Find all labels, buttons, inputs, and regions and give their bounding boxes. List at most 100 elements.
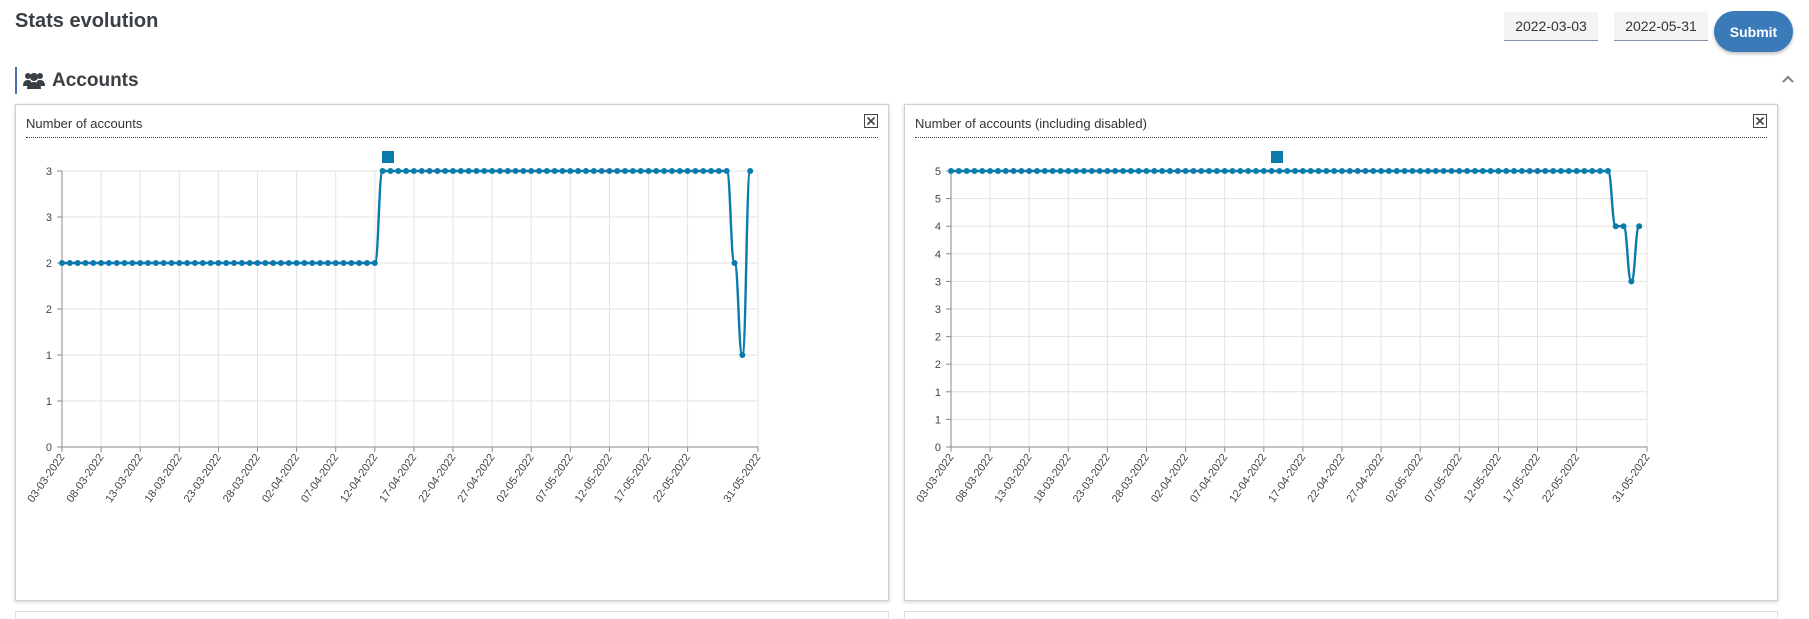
data-point[interactable] [481,168,488,174]
data-point[interactable] [971,168,978,174]
data-point[interactable] [395,168,402,174]
data-point[interactable] [614,168,621,174]
data-point[interactable] [277,260,284,266]
data-point[interactable] [1276,168,1283,174]
data-point[interactable] [1127,168,1134,174]
data-point[interactable] [1292,168,1299,174]
data-point[interactable] [1159,168,1166,174]
data-point[interactable] [223,260,230,266]
data-point[interactable] [598,168,605,174]
data-point[interactable] [1346,168,1353,174]
data-point[interactable] [528,168,535,174]
data-point[interactable] [1425,168,1432,174]
data-point[interactable] [668,168,675,174]
data-point[interactable] [1487,168,1494,174]
data-point[interactable] [1557,168,1564,174]
data-point[interactable] [715,168,722,174]
data-point[interactable] [1213,168,1220,174]
data-point[interactable] [1041,168,1048,174]
data-point[interactable] [1245,168,1252,174]
data-point[interactable] [559,168,566,174]
data-point[interactable] [74,260,81,266]
data-point[interactable] [1182,168,1189,174]
data-point[interactable] [1573,168,1580,174]
data-point[interactable] [1518,168,1525,174]
data-point[interactable] [1401,168,1408,174]
data-point[interactable] [1174,168,1181,174]
data-point[interactable] [1581,168,1588,174]
data-point[interactable] [457,168,464,174]
data-point[interactable] [1456,168,1463,174]
submit-button[interactable]: Submit [1714,11,1793,52]
data-point[interactable] [473,168,480,174]
data-point[interactable] [121,260,128,266]
data-point[interactable] [1479,168,1486,174]
data-point[interactable] [1448,168,1455,174]
data-point[interactable] [363,260,370,266]
data-point[interactable] [1495,168,1502,174]
data-point[interactable] [1604,168,1611,174]
data-point[interactable] [1284,168,1291,174]
data-point[interactable] [708,168,715,174]
data-point[interactable] [1096,168,1103,174]
data-point[interactable] [418,168,425,174]
data-point[interactable] [371,260,378,266]
data-point[interactable] [1237,168,1244,174]
data-point[interactable] [1252,168,1259,174]
data-point[interactable] [1409,168,1416,174]
data-point[interactable] [1432,168,1439,174]
data-point[interactable] [1143,168,1150,174]
data-point[interactable] [317,260,324,266]
data-point[interactable] [1229,168,1236,174]
data-point[interactable] [1534,168,1541,174]
data-point[interactable] [379,168,386,174]
data-point[interactable] [1307,168,1314,174]
data-point[interactable] [489,168,496,174]
chevron-up-icon[interactable] [1781,73,1795,85]
accounts-section-header[interactable]: Accounts [15,67,1795,94]
data-point[interactable] [692,168,699,174]
data-point[interactable] [1354,168,1361,174]
data-point[interactable] [1323,168,1330,174]
data-point[interactable] [1088,168,1095,174]
data-point[interactable] [450,168,457,174]
data-point[interactable] [1362,168,1369,174]
data-point[interactable] [1550,168,1557,174]
data-point[interactable] [622,168,629,174]
close-icon[interactable] [864,114,878,128]
data-point[interactable] [582,168,589,174]
data-point[interactable] [994,168,1001,174]
data-point[interactable] [496,168,503,174]
data-point[interactable] [184,260,191,266]
data-point[interactable] [1018,168,1025,174]
data-point[interactable] [176,260,183,266]
data-point[interactable] [199,260,206,266]
data-point[interactable] [1135,168,1142,174]
data-point[interactable] [1151,168,1158,174]
data-point[interactable] [637,168,644,174]
data-point[interactable] [1065,168,1072,174]
data-point[interactable] [700,168,707,174]
data-point[interactable] [324,260,331,266]
data-point[interactable] [145,260,152,266]
data-point[interactable] [309,260,316,266]
data-point[interactable] [955,168,962,174]
data-point[interactable] [434,168,441,174]
data-point[interactable] [1511,168,1518,174]
start-date-input[interactable] [1504,12,1598,41]
data-point[interactable] [160,260,167,266]
data-point[interactable] [113,260,120,266]
data-point[interactable] [1034,168,1041,174]
data-point[interactable] [1221,168,1228,174]
data-point[interactable] [520,168,527,174]
legend-marker[interactable] [382,151,394,163]
data-point[interactable] [1190,168,1197,174]
data-point[interactable] [246,260,253,266]
data-point[interactable] [1080,168,1087,174]
data-point[interactable] [1120,168,1127,174]
data-point[interactable] [629,168,636,174]
data-point[interactable] [1206,168,1213,174]
data-point[interactable] [1057,168,1064,174]
data-point[interactable] [504,168,511,174]
data-point[interactable] [66,260,73,266]
